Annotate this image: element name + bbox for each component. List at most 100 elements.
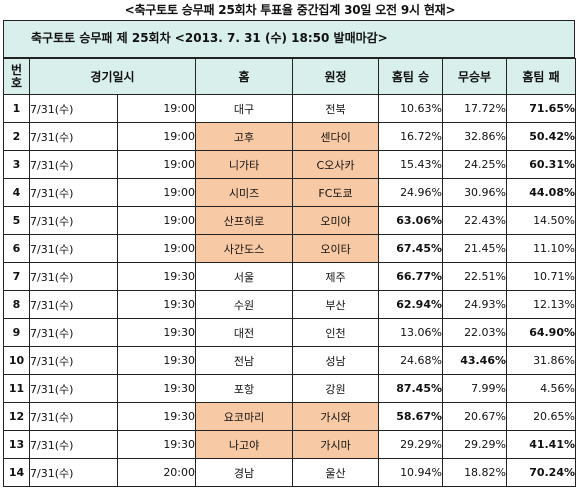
match-number-cell: 10 (3, 346, 30, 375)
table-row: 1 7/31(수) 19:00 대구 전북 10.63% 17.72% 71.65% (3, 94, 577, 123)
home-loss-pct-cell: 12.13% (506, 290, 577, 319)
draw-pct-cell: 30.96% (442, 178, 508, 207)
home-win-pct-cell: 66.77% (378, 262, 444, 291)
home-team-cell: 시미즈 (195, 178, 294, 207)
draw-pct-cell: 22.03% (442, 318, 508, 347)
draw-pct-cell: 22.51% (442, 262, 508, 291)
table-row: 13 7/31(수) 19:30 나고야 가시마 29.29% 29.29% 41.41% (3, 430, 577, 459)
match-date-cell: 7/31(수) (29, 234, 118, 263)
round-banner: 축구토토 승무패 제 25회차 <2013. 7. 31 (수) 18:50 발… (3, 20, 575, 58)
home-win-pct-cell: 29.29% (378, 430, 444, 459)
match-date-cell: 7/31(수) (29, 402, 118, 431)
match-time-cell: 19:30 (116, 318, 197, 347)
draw-pct-cell: 21.45% (442, 234, 508, 263)
away-team-cell: 울산 (292, 458, 380, 487)
page-title: <축구토토 승무패 25회차 투표율 중간집계 30일 오전 9시 현재> (124, 3, 456, 17)
away-team-cell: 제주 (292, 262, 380, 291)
table-row: 5 7/31(수) 19:00 산프히로 오미야 63.06% 22.43% 14.50% (3, 206, 577, 235)
match-time-cell: 19:00 (116, 234, 197, 263)
home-team-cell: 고후 (195, 122, 294, 151)
home-win-pct-cell: 13.06% (378, 318, 444, 347)
match-time-cell: 19:00 (116, 178, 197, 207)
away-team-cell: 오이타 (292, 234, 380, 263)
match-date-cell: 7/31(수) (29, 346, 118, 375)
match-number-cell: 6 (3, 234, 30, 263)
away-team-cell: 성남 (292, 346, 380, 375)
match-date-cell: 7/31(수) (29, 318, 118, 347)
match-time-cell: 19:00 (116, 206, 197, 235)
match-time-cell: 19:30 (116, 430, 197, 459)
draw-pct-cell: 20.67% (442, 402, 508, 431)
match-number-cell: 14 (3, 458, 30, 487)
match-number-cell: 1 (3, 94, 30, 123)
draw-pct-cell: 32.86% (442, 122, 508, 151)
match-time-cell: 19:30 (116, 374, 197, 403)
header-home-win: 홈팀 승 (378, 58, 444, 95)
match-date-cell: 7/31(수) (29, 122, 118, 151)
match-number-cell: 11 (3, 374, 30, 403)
match-date-cell: 7/31(수) (29, 290, 118, 319)
home-win-pct-cell: 67.45% (378, 234, 444, 263)
home-team-cell: 대구 (195, 94, 294, 123)
away-team-cell: C오사카 (292, 150, 380, 179)
header-home: 홈 (195, 58, 294, 95)
match-number-cell: 9 (3, 318, 30, 347)
draw-pct-cell: 17.72% (442, 94, 508, 123)
table-row: 8 7/31(수) 19:30 수원 부산 62.94% 24.93% 12.13% (3, 290, 577, 319)
home-loss-pct-cell: 14.50% (506, 206, 577, 235)
draw-pct-cell: 43.46% (442, 346, 508, 375)
home-win-pct-cell: 10.94% (378, 458, 444, 487)
match-date-cell: 7/31(수) (29, 374, 118, 403)
match-date-cell: 7/31(수) (29, 94, 118, 123)
home-team-cell: 요코마리 (195, 402, 294, 431)
match-number-cell: 3 (3, 150, 30, 179)
table-row: 10 7/31(수) 19:30 전남 성남 24.68% 43.46% 31.86% (3, 346, 577, 375)
away-team-cell: 부산 (292, 290, 380, 319)
away-team-cell: 센다이 (292, 122, 380, 151)
home-win-pct-cell: 87.45% (378, 374, 444, 403)
header-home-loss: 홈팀 패 (506, 58, 577, 95)
home-team-cell: 전남 (195, 346, 294, 375)
draw-pct-cell: 22.43% (442, 206, 508, 235)
match-date-cell: 7/31(수) (29, 150, 118, 179)
draw-pct-cell: 24.93% (442, 290, 508, 319)
away-team-cell: 전북 (292, 94, 380, 123)
match-number-cell: 13 (3, 430, 30, 459)
match-time-cell: 19:30 (116, 346, 197, 375)
home-team-cell: 수원 (195, 290, 294, 319)
home-win-pct-cell: 10.63% (378, 94, 444, 123)
match-time-cell: 19:30 (116, 262, 197, 291)
home-win-pct-cell: 24.68% (378, 346, 444, 375)
match-date-cell: 7/31(수) (29, 430, 118, 459)
draw-pct-cell: 7.99% (442, 374, 508, 403)
away-team-cell: 오미야 (292, 206, 380, 235)
home-team-cell: 대전 (195, 318, 294, 347)
match-date-cell: 7/31(수) (29, 262, 118, 291)
table-row: 11 7/31(수) 19:30 포항 강원 87.45% 7.99% 4.56% (3, 374, 577, 403)
match-time-cell: 19:30 (116, 290, 197, 319)
match-number-cell: 12 (3, 402, 30, 431)
away-team-cell: 가시와 (292, 402, 380, 431)
draw-pct-cell: 18.82% (442, 458, 508, 487)
home-loss-pct-cell: 11.10% (506, 234, 577, 263)
home-loss-pct-cell: 20.65% (506, 402, 577, 431)
table-row: 9 7/31(수) 19:30 대전 인천 13.06% 22.03% 64.90% (3, 318, 577, 347)
home-team-cell: 포항 (195, 374, 294, 403)
home-loss-pct-cell: 44.08% (506, 178, 577, 207)
match-time-cell: 19:00 (116, 122, 197, 151)
home-loss-pct-cell: 41.41% (506, 430, 577, 459)
match-date-cell: 7/31(수) (29, 206, 118, 235)
draw-pct-cell: 29.29% (442, 430, 508, 459)
away-team-cell: 인천 (292, 318, 380, 347)
home-win-pct-cell: 63.06% (378, 206, 444, 235)
draw-pct-cell: 24.25% (442, 150, 508, 179)
home-win-pct-cell: 62.94% (378, 290, 444, 319)
match-number-cell: 8 (3, 290, 30, 319)
home-loss-pct-cell: 60.31% (506, 150, 577, 179)
home-team-cell: 사간도스 (195, 234, 294, 263)
home-loss-pct-cell: 70.24% (506, 458, 577, 487)
home-win-pct-cell: 24.96% (378, 178, 444, 207)
